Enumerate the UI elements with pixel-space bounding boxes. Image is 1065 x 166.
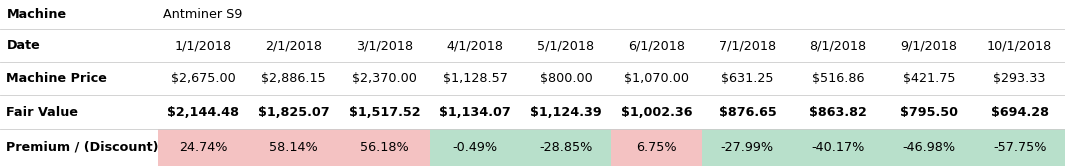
Text: 2/1/2018: 2/1/2018 — [265, 39, 323, 52]
Bar — [158, 129, 248, 166]
Text: $2,370.00: $2,370.00 — [353, 72, 416, 85]
Text: 6/1/2018: 6/1/2018 — [628, 39, 685, 52]
Text: $800.00: $800.00 — [540, 72, 592, 85]
Bar — [339, 129, 430, 166]
Text: -46.98%: -46.98% — [902, 141, 955, 154]
Text: $2,675.00: $2,675.00 — [170, 72, 235, 85]
Text: 7/1/2018: 7/1/2018 — [719, 39, 776, 52]
Bar — [884, 129, 974, 166]
Text: 56.18%: 56.18% — [360, 141, 409, 154]
Text: $1,124.39: $1,124.39 — [530, 106, 602, 119]
Text: 24.74%: 24.74% — [179, 141, 227, 154]
Text: $421.75: $421.75 — [903, 72, 955, 85]
Text: 10/1/2018: 10/1/2018 — [987, 39, 1052, 52]
Text: $631.25: $631.25 — [721, 72, 773, 85]
Text: $293.33: $293.33 — [994, 72, 1046, 85]
Text: Machine Price: Machine Price — [6, 72, 108, 85]
Bar — [521, 129, 611, 166]
Text: $863.82: $863.82 — [809, 106, 867, 119]
Text: Premium / (Discount): Premium / (Discount) — [6, 141, 159, 154]
Bar — [611, 129, 702, 166]
Text: -57.75%: -57.75% — [993, 141, 1047, 154]
Bar — [702, 129, 792, 166]
Text: 4/1/2018: 4/1/2018 — [446, 39, 504, 52]
Text: 58.14%: 58.14% — [269, 141, 318, 154]
Bar — [430, 129, 521, 166]
Text: $1,517.52: $1,517.52 — [348, 106, 421, 119]
Text: Fair Value: Fair Value — [6, 106, 79, 119]
Text: -27.99%: -27.99% — [721, 141, 774, 154]
Bar — [974, 129, 1065, 166]
Text: -40.17%: -40.17% — [812, 141, 865, 154]
Text: -0.49%: -0.49% — [453, 141, 497, 154]
Text: Antminer S9: Antminer S9 — [163, 8, 243, 21]
Text: 9/1/2018: 9/1/2018 — [900, 39, 957, 52]
Text: 8/1/2018: 8/1/2018 — [809, 39, 867, 52]
Text: $876.65: $876.65 — [719, 106, 776, 119]
Text: $694.28: $694.28 — [990, 106, 1049, 119]
Text: $2,144.48: $2,144.48 — [167, 106, 239, 119]
Text: -28.85%: -28.85% — [539, 141, 592, 154]
Text: $1,134.07: $1,134.07 — [440, 106, 511, 119]
Text: $1,825.07: $1,825.07 — [258, 106, 329, 119]
Text: 5/1/2018: 5/1/2018 — [538, 39, 594, 52]
Text: $2,886.15: $2,886.15 — [261, 72, 326, 85]
Bar — [792, 129, 884, 166]
Text: 6.75%: 6.75% — [637, 141, 677, 154]
Text: Date: Date — [6, 39, 40, 52]
Text: $1,002.36: $1,002.36 — [621, 106, 692, 119]
Text: 1/1/2018: 1/1/2018 — [175, 39, 231, 52]
Text: $516.86: $516.86 — [812, 72, 865, 85]
Text: 3/1/2018: 3/1/2018 — [356, 39, 413, 52]
Text: Machine: Machine — [6, 8, 66, 21]
Bar — [248, 129, 339, 166]
Text: $1,070.00: $1,070.00 — [624, 72, 689, 85]
Text: $1,128.57: $1,128.57 — [443, 72, 508, 85]
Text: $795.50: $795.50 — [900, 106, 957, 119]
